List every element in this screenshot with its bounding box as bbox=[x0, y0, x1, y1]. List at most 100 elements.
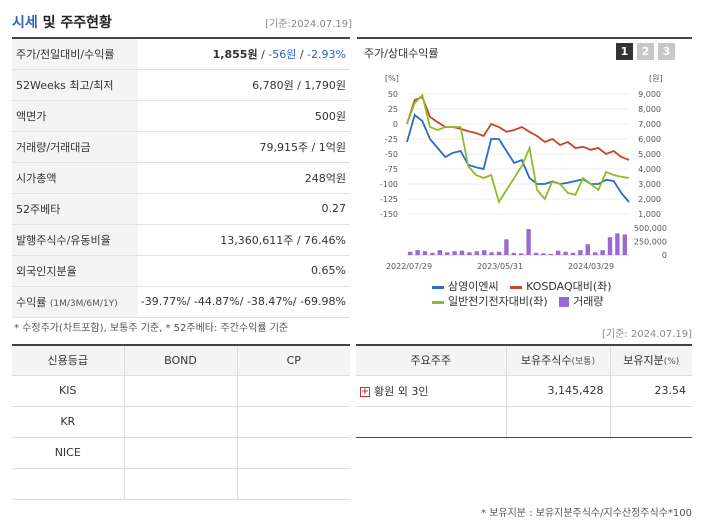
left-tick-label: -125 bbox=[380, 195, 398, 204]
series-lines bbox=[406, 93, 630, 205]
table-row: 거래량/거래대금 79,915주 / 1억원 bbox=[12, 131, 350, 163]
left-tick-label: 50 bbox=[388, 90, 398, 99]
legend-item: 삼영이엔씨 bbox=[432, 280, 499, 293]
volume-bar bbox=[511, 252, 516, 255]
legend-swatch bbox=[432, 285, 444, 289]
chart-grid bbox=[407, 93, 629, 256]
holder-pct: 23.54 bbox=[609, 375, 692, 407]
column-header: BOND bbox=[123, 345, 237, 376]
row-label: 액면가 bbox=[12, 100, 138, 132]
right-axis: [원] 9,000 8,000 7,000 6,000 5,000 4,000 3,000 2,… bbox=[638, 74, 663, 219]
quote-footnote: * 수정주가(차트포함), 보통주 기준, * 52주베타: 주간수익률 기준 bbox=[14, 323, 289, 334]
rating-agency: KIS bbox=[12, 375, 124, 407]
cp-cell bbox=[236, 468, 350, 500]
volume-bar bbox=[474, 251, 479, 255]
right-tick-label: 2,000 bbox=[638, 195, 661, 204]
right-tick-label: 4,000 bbox=[638, 165, 661, 174]
volume-bar bbox=[504, 239, 509, 255]
chart-tab-1[interactable]: 1 bbox=[616, 43, 633, 60]
x-tick-label: 2024/03/29 bbox=[568, 262, 614, 271]
volume-tick-label: 500,000 bbox=[634, 224, 667, 233]
x-tick-label: 2022/07/29 bbox=[386, 262, 432, 271]
price-value: 1,855원 / -56원 / -2.93% bbox=[138, 38, 350, 70]
volume-bar bbox=[563, 251, 568, 255]
volume-tick-label: 250,000 bbox=[634, 238, 667, 247]
left-tick-label: -25 bbox=[385, 135, 398, 144]
left-unit-label: [%] bbox=[385, 74, 399, 83]
table-row: 52Weeks 최고/최저 6,780원 / 1,790원 bbox=[12, 69, 350, 101]
row-label: 시가총액 bbox=[12, 162, 138, 194]
table-row[interactable]: + 황원 외 3인 3,145,428 23.54 bbox=[356, 375, 692, 407]
legend-item: 거래량 bbox=[559, 295, 604, 308]
volume-bar bbox=[467, 252, 472, 255]
chart-panel bbox=[357, 37, 692, 313]
volume-axis: 500,000 250,000 0 bbox=[634, 224, 667, 260]
table-row: 수익률 (1M/3M/6M/1Y) -39.77%/ -44.87%/ -38.… bbox=[12, 286, 350, 318]
right-tick-label: 6,000 bbox=[638, 135, 661, 144]
empty-cell bbox=[505, 406, 610, 438]
table-row: 발행주식수/유동비율 13,360,611주 / 76.46% bbox=[12, 224, 350, 256]
legend-swatch bbox=[559, 297, 570, 307]
table-header-row: 주요주주 보유주식수(보통) 보유지분(%) bbox=[356, 345, 692, 376]
volume-bar bbox=[519, 253, 524, 255]
table-row: 액면가 500원 bbox=[12, 100, 350, 132]
x-axis: 2022/07/29 2023/05/31 2024/03/29 bbox=[386, 262, 614, 271]
row-value: 6,780원 / 1,790원 bbox=[138, 69, 350, 101]
right-tick-label: 7,000 bbox=[638, 120, 661, 129]
right-tick-label: 3,000 bbox=[638, 180, 661, 189]
volume-bar bbox=[415, 250, 420, 255]
volume-bar bbox=[622, 234, 627, 255]
cp-cell bbox=[236, 437, 350, 469]
expand-icon[interactable]: + bbox=[360, 386, 370, 397]
series-line bbox=[406, 95, 630, 161]
table-header-row: 신용등급 BOND CP bbox=[12, 345, 350, 376]
empty-cell bbox=[356, 406, 506, 438]
volume-bar bbox=[408, 251, 413, 255]
volume-bar bbox=[570, 252, 576, 255]
row-value: 13,360,611주 / 76.46% bbox=[138, 224, 350, 256]
left-tick-label: -75 bbox=[385, 165, 398, 174]
row-value: 248억원 bbox=[138, 162, 350, 194]
series-line bbox=[406, 93, 630, 205]
volume-bar bbox=[578, 250, 583, 255]
volume-bar bbox=[452, 251, 457, 255]
table-row: 52주베타 0.27 bbox=[12, 193, 350, 225]
volume-bar bbox=[482, 250, 487, 255]
chart-title: 주가/상대수익률 bbox=[364, 47, 439, 60]
volume-bar bbox=[607, 237, 613, 255]
legend-item: 일반전기전자대비(좌) bbox=[432, 295, 548, 308]
rating-agency: KR bbox=[12, 406, 124, 438]
table-row: 시가총액 248억원 bbox=[12, 162, 350, 194]
right-tick-label: 1,000 bbox=[638, 210, 661, 219]
volume-bar bbox=[422, 251, 428, 255]
legend-swatch bbox=[510, 285, 523, 289]
row-value: -39.77%/ -44.87%/ -38.47%/ -69.98% bbox=[138, 286, 350, 318]
volume-bars bbox=[408, 229, 627, 255]
volume-bar bbox=[615, 233, 620, 255]
right-unit-label: [원] bbox=[649, 74, 663, 83]
volume-bar bbox=[430, 252, 435, 255]
row-label: 발행주식수/유동비율 bbox=[12, 224, 138, 256]
volume-bar bbox=[496, 251, 502, 255]
volume-bar bbox=[445, 252, 450, 255]
chart-tab-3[interactable]: 3 bbox=[658, 43, 675, 60]
right-tick-label: 9,000 bbox=[638, 90, 661, 99]
volume-bar bbox=[556, 250, 561, 255]
column-header: 보유주식수(보통) bbox=[505, 345, 610, 376]
table-row: KR bbox=[12, 406, 350, 438]
row-label: 거래량/거래대금 bbox=[12, 131, 138, 163]
table-row bbox=[356, 406, 692, 438]
section-title: 시세 및 주주현황 bbox=[12, 15, 112, 31]
chart-tab-2[interactable]: 2 bbox=[637, 43, 654, 60]
holder-name[interactable]: + 황원 외 3인 bbox=[356, 375, 506, 407]
holders-footnote: * 보유지분 : 보유지분주식수/지수산정주식수*100 bbox=[481, 508, 692, 519]
row-label: 외국인지분율 bbox=[12, 255, 138, 287]
left-tick-label: -50 bbox=[385, 150, 398, 159]
holder-shares: 3,145,428 bbox=[505, 375, 610, 407]
base-date-2: [기준: 2024.07.19] bbox=[602, 329, 693, 340]
volume-bar bbox=[585, 244, 590, 255]
volume-bar bbox=[600, 250, 605, 255]
left-tick-label: 25 bbox=[388, 105, 398, 114]
bond-cell bbox=[123, 437, 237, 469]
rating-agency bbox=[12, 468, 124, 500]
